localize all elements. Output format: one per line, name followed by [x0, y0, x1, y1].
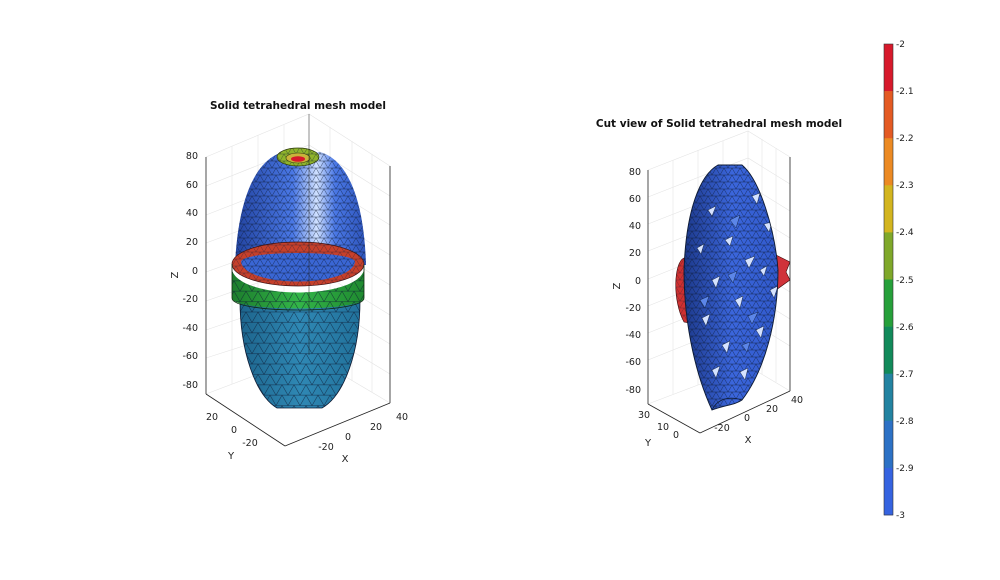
- right-y-ticks: 30 10 0: [638, 410, 679, 441]
- right-y-label: Y: [644, 438, 652, 449]
- z-tick-label: 80: [629, 167, 641, 178]
- cut-mesh-model: [675, 164, 791, 411]
- right-z-label: Z: [612, 282, 623, 289]
- x-tick-label: 0: [345, 432, 351, 443]
- z-tick-label: 40: [629, 221, 641, 232]
- x-tick-label: 40: [396, 412, 408, 423]
- z-tick-label: 60: [186, 180, 198, 191]
- colorbar-swatches: [884, 44, 893, 516]
- y-tick-label: 20: [206, 412, 218, 423]
- left-y-ticks: 20 0 -20: [206, 412, 258, 449]
- z-tick-label: 0: [192, 266, 198, 277]
- right-x-label: X: [745, 435, 752, 446]
- colorbar-swatch: [884, 420, 893, 469]
- colorbar-labels: -2 -2.1 -2.2 -2.3 -2.4 -2.5 -2.6 -2.7 -2…: [896, 40, 914, 521]
- colorbar-label: -2.8: [896, 417, 914, 427]
- colorbar-label: -2.4: [896, 228, 914, 238]
- colorbar-label: -2.2: [896, 134, 914, 144]
- left-title: Solid tetrahedral mesh model: [210, 100, 386, 112]
- x-tick-label: -20: [714, 423, 730, 434]
- y-tick-label: 30: [638, 410, 650, 421]
- x-tick-label: 20: [766, 404, 778, 415]
- y-tick-label: -20: [242, 438, 258, 449]
- right-x-ticks: -20 0 20 40: [714, 395, 803, 434]
- z-tick-label: 40: [186, 208, 198, 219]
- x-tick-label: 40: [791, 395, 803, 406]
- colorbar-swatch: [884, 279, 893, 327]
- lower-body-mesh: [240, 300, 360, 408]
- colorbar-swatch: [884, 138, 893, 186]
- colorbar-label: -2.7: [896, 370, 914, 380]
- z-tick-label: -60: [182, 351, 198, 362]
- x-tick-label: 0: [744, 413, 750, 424]
- colorbar-swatch: [884, 326, 893, 374]
- z-tick-label: -20: [625, 303, 641, 314]
- right-y-axis-line: [647, 403, 701, 434]
- colorbar-label: -2.5: [896, 276, 914, 286]
- colorbar-swatch: [884, 232, 893, 280]
- colorbar-swatch: [884, 467, 893, 516]
- z-tick-label: -80: [625, 385, 641, 396]
- x-tick-label: -20: [318, 442, 334, 453]
- z-tick-label: 20: [629, 248, 641, 259]
- z-tick-label: 0: [635, 276, 641, 287]
- colorbar-frame: [883, 43, 894, 516]
- right-axes: Cut view of Solid tetrahedral mesh model…: [596, 118, 842, 449]
- colorbar-swatch: [884, 91, 893, 139]
- solid-mesh-model: [231, 147, 366, 409]
- y-tick-label: 10: [657, 422, 669, 433]
- left-y-axis-line: [205, 393, 286, 447]
- left-z-ticks: 80 60 40 20 0 -20 -40 -60 -80: [182, 151, 198, 391]
- z-tick-label: 60: [629, 194, 641, 205]
- colorbar-swatch: [884, 185, 893, 233]
- z-tick-label: -20: [182, 294, 198, 305]
- colorbar-label: -2.6: [896, 323, 914, 333]
- left-y-label: Y: [227, 451, 235, 462]
- colorbar-label: -3: [896, 511, 905, 521]
- colorbar-label: -2: [896, 40, 905, 50]
- z-tick-label: -40: [182, 323, 198, 334]
- y-tick-label: 0: [673, 430, 679, 441]
- colorbar-label: -2.9: [896, 464, 914, 474]
- x-tick-label: 20: [370, 422, 382, 433]
- right-title: Cut view of Solid tetrahedral mesh model: [596, 118, 842, 130]
- colorbar-label: -2.3: [896, 181, 914, 191]
- band-side-mesh: [232, 270, 364, 309]
- left-x-axis-line: [284, 402, 391, 447]
- colorbar-swatch: [884, 44, 893, 92]
- left-x-ticks: -20 0 20 40: [318, 412, 408, 453]
- colorbar: -2 -2.1 -2.2 -2.3 -2.4 -2.5 -2.6 -2.7 -2…: [883, 40, 914, 521]
- left-z-label: Z: [170, 271, 181, 278]
- right-z-ticks: 80 60 40 20 0 -20 -40 -60 -80: [625, 167, 641, 396]
- left-x-label: X: [342, 454, 349, 465]
- z-tick-label: -80: [182, 380, 198, 391]
- z-tick-label: 20: [186, 237, 198, 248]
- z-tick-label: 80: [186, 151, 198, 162]
- right-x-axis-line: [699, 390, 791, 434]
- colorbar-swatch: [884, 373, 893, 422]
- left-axes: Solid tetrahedral mesh model 80 60 40 20…: [170, 100, 408, 465]
- colorbar-label: -2.1: [896, 87, 914, 97]
- z-tick-label: -60: [625, 357, 641, 368]
- y-tick-label: 0: [231, 425, 237, 436]
- z-tick-label: -40: [625, 330, 641, 341]
